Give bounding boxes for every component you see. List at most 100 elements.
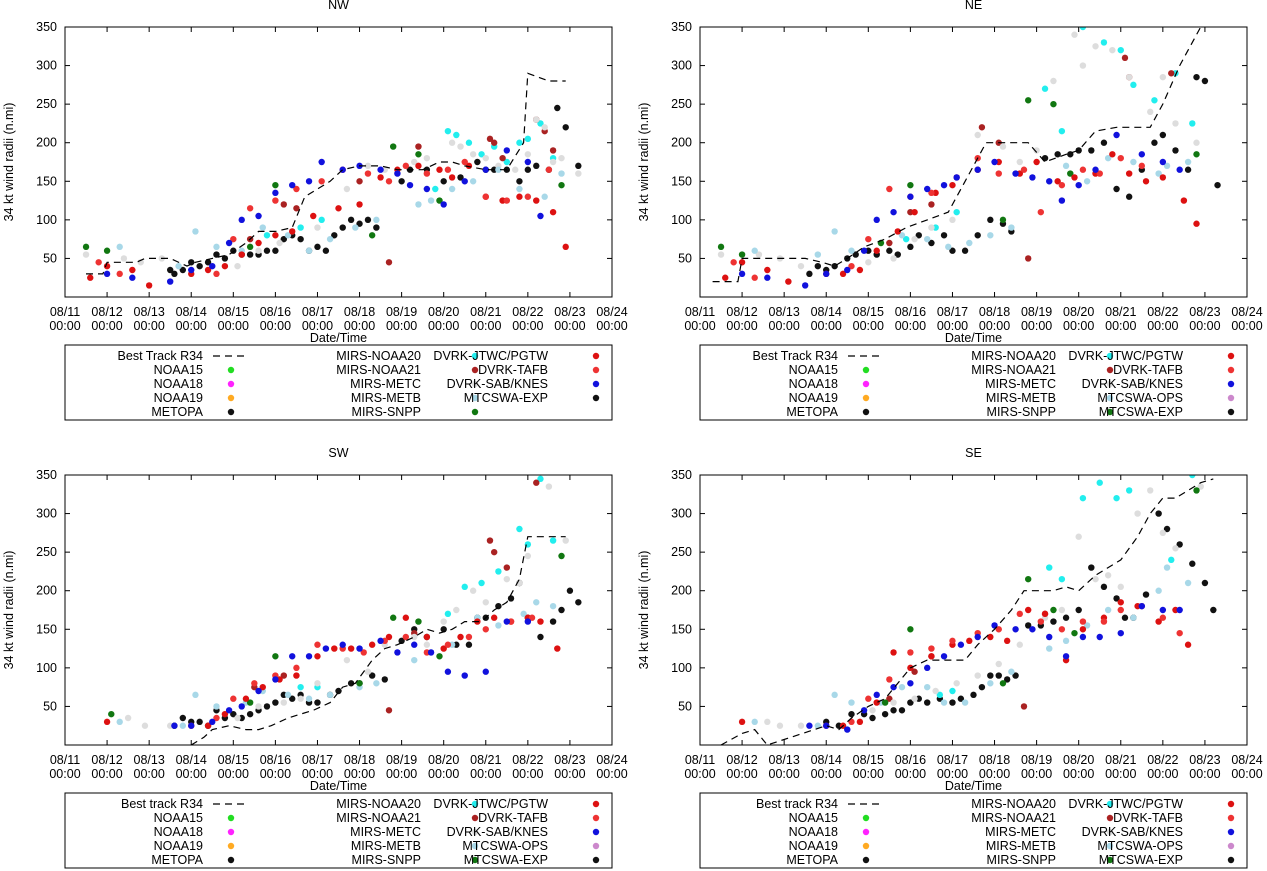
data-point <box>755 251 763 258</box>
data-point <box>974 672 981 679</box>
data-point <box>1117 154 1124 162</box>
data-point <box>289 228 296 235</box>
legend-entry: MIRS-NOAA21 <box>971 811 1114 825</box>
data-point <box>1092 166 1099 173</box>
series-mirs-noaa21 <box>251 479 540 714</box>
series-dvrk-tafb <box>95 158 553 278</box>
data-point <box>1079 62 1087 69</box>
data-point <box>1071 31 1078 38</box>
data-point <box>284 232 292 239</box>
data-point <box>1037 208 1045 216</box>
data-point <box>928 201 935 208</box>
data-point <box>945 243 952 251</box>
x-tick-time: 00:00 <box>470 767 501 781</box>
legend-entry: MIRS-NOAA21 <box>336 811 479 825</box>
legend-dot-symbol <box>592 814 600 822</box>
series-metopa <box>171 579 582 729</box>
data-point <box>1071 174 1078 181</box>
data-point <box>717 251 725 258</box>
data-point <box>1083 622 1091 629</box>
legend-dot-symbol <box>1106 828 1114 836</box>
data-point <box>924 699 931 706</box>
data-point <box>289 695 296 702</box>
data-point <box>566 587 574 594</box>
chart-panel-se: SE 34 kt wind radii (n.mi) 50 100 150 200 250 3… <box>637 446 1263 869</box>
x-tick-label: 08/17 <box>302 305 333 319</box>
data-point <box>179 722 187 729</box>
data-point <box>797 262 805 270</box>
data-point <box>848 262 855 270</box>
legend-label: MIRS-NOAA21 <box>336 363 421 377</box>
data-point <box>263 232 271 239</box>
x-tick-time: 00:00 <box>937 319 968 333</box>
data-point <box>558 606 565 614</box>
plot-area <box>82 72 582 289</box>
x-tick-label: 08/22 <box>1147 753 1178 767</box>
data-point <box>924 683 931 691</box>
legend-dot-symbol <box>1227 380 1235 388</box>
data-point <box>533 599 540 606</box>
data-point <box>911 695 918 702</box>
legend-entry: MIRS-NOAA20 <box>336 349 479 363</box>
series-metopa <box>806 73 1221 278</box>
data-point <box>949 687 956 695</box>
legend-dot-symbol <box>227 842 235 850</box>
y-axis-label: 34 kt wind radii (n.mi) <box>2 551 16 670</box>
legend-label: DVRK-TAFB <box>1113 811 1183 825</box>
data-point <box>524 618 532 625</box>
data-point <box>1125 487 1133 494</box>
data-point <box>907 181 914 189</box>
data-point <box>423 170 431 177</box>
data-point <box>915 232 922 239</box>
x-tick-label: 08/11 <box>685 753 715 767</box>
data-point <box>255 239 262 247</box>
data-point <box>221 255 229 262</box>
data-point <box>869 707 876 714</box>
data-point <box>995 660 1002 668</box>
data-point <box>280 699 287 706</box>
legend-entry: DVRK-TAFB <box>1113 811 1235 825</box>
x-tick-label: 08/22 <box>512 753 543 767</box>
data-point <box>289 181 296 189</box>
legend-dot-symbol <box>592 394 600 402</box>
legend-entry: MIRS-METB <box>986 839 1114 853</box>
data-point <box>411 641 418 648</box>
data-point <box>776 722 784 729</box>
data-point <box>482 668 489 675</box>
y-tick-label: 250 <box>671 97 692 111</box>
data-point <box>343 656 351 664</box>
data-point <box>1155 587 1162 594</box>
data-point <box>314 653 321 660</box>
y-tick-label: 350 <box>671 20 692 34</box>
data-point <box>377 174 384 181</box>
legend-entry: DVRK-JTWC/PGTW <box>1068 797 1235 811</box>
data-point <box>246 251 254 258</box>
x-tick-time: 00:00 <box>554 767 585 781</box>
series-mirs-metc <box>124 483 569 729</box>
data-point <box>764 266 771 274</box>
data-point <box>865 235 872 243</box>
data-point <box>999 216 1007 224</box>
data-point <box>1125 193 1133 200</box>
data-point <box>1079 618 1087 625</box>
data-point <box>1079 27 1087 31</box>
data-point <box>1025 606 1032 614</box>
data-point <box>373 216 380 224</box>
data-point <box>524 135 532 143</box>
legend-label: NOAA19 <box>154 391 203 405</box>
data-point <box>326 691 334 699</box>
data-point <box>225 239 233 247</box>
data-point <box>1168 556 1175 564</box>
legend-dot-symbol <box>471 366 479 374</box>
data-point <box>1088 564 1095 571</box>
data-point <box>1062 614 1070 621</box>
x-tick-label: 08/12 <box>91 753 122 767</box>
data-point <box>987 232 994 239</box>
data-point <box>751 718 758 726</box>
data-point <box>1138 602 1146 610</box>
legend-entry: MTCSWA-EXP <box>1099 405 1235 419</box>
legend-entry: MIRS-SNPP <box>352 405 479 419</box>
legend-label: NOAA18 <box>154 825 203 839</box>
data-point <box>82 251 90 258</box>
data-point <box>486 537 494 544</box>
